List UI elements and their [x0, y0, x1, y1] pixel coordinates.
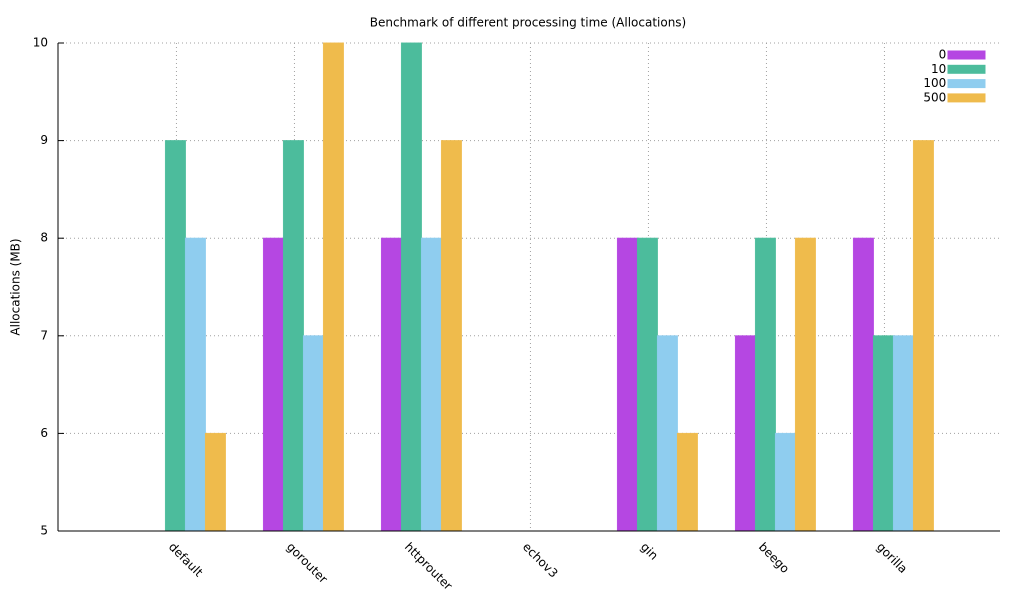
- bar: [912, 140, 934, 532]
- x-tick-label: httprouter: [402, 540, 455, 593]
- bar: [872, 335, 894, 532]
- x-tick-label: gorilla: [874, 540, 910, 576]
- bar: [754, 237, 776, 532]
- legend-swatch: [947, 79, 986, 89]
- y-tick-label: 10: [33, 36, 48, 50]
- x-tick-label: gin: [638, 540, 661, 563]
- legend-swatch: [947, 93, 986, 103]
- y-tick-label: 8: [40, 231, 48, 245]
- bar: [892, 335, 914, 532]
- bar: [184, 237, 206, 532]
- y-tick-label: 9: [40, 133, 48, 147]
- bar: [302, 335, 324, 532]
- legend-swatch: [947, 50, 986, 60]
- bar: [794, 237, 816, 532]
- bar: [282, 140, 304, 532]
- bar: [774, 432, 796, 532]
- plot-frame: [57, 42, 1001, 532]
- y-tick-label: 6: [40, 426, 48, 440]
- bar: [380, 237, 402, 532]
- bar: [204, 432, 226, 532]
- bar: [322, 42, 344, 532]
- bar: [164, 140, 186, 532]
- legend-swatch: [947, 64, 986, 74]
- bar: [734, 335, 756, 532]
- bar: [656, 335, 678, 532]
- y-tick-label: 5: [40, 524, 48, 538]
- bar: [852, 237, 874, 532]
- bar: [616, 237, 638, 532]
- x-tick-label: default: [166, 540, 206, 580]
- x-tick-label: beego: [756, 540, 792, 576]
- y-axis-label: Allocations (MB): [9, 238, 23, 335]
- x-tick-label: echov3: [520, 540, 561, 581]
- bar: [636, 237, 658, 532]
- x-tick-label: gorouter: [284, 540, 330, 586]
- bar: [440, 140, 462, 532]
- bar: [676, 432, 698, 532]
- y-tick-label: 7: [40, 328, 48, 342]
- chart-title: Benchmark of different processing time (…: [370, 16, 687, 30]
- bar: [400, 42, 422, 532]
- bar: [262, 237, 284, 532]
- bar: [420, 237, 442, 532]
